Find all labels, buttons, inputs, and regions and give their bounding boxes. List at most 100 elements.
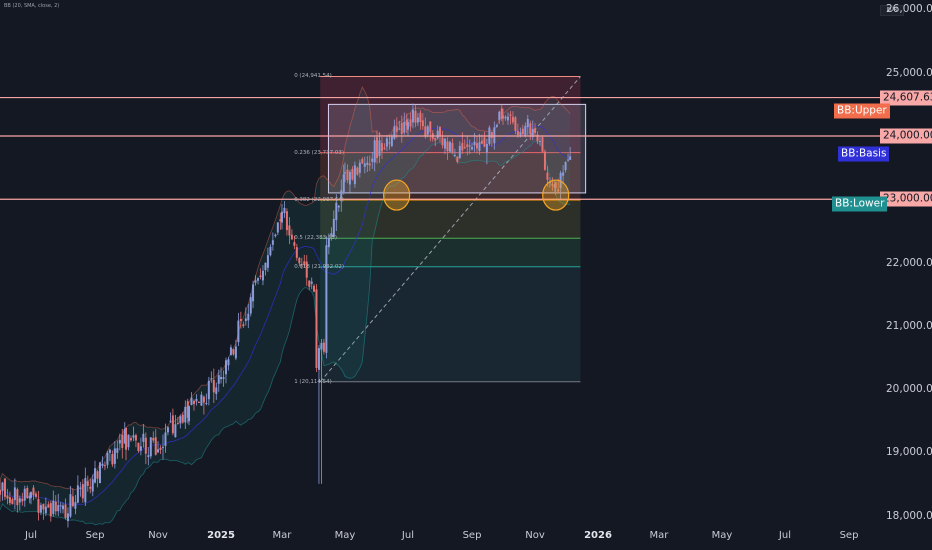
candle-body bbox=[242, 324, 245, 327]
candle-body bbox=[224, 360, 227, 375]
candle-body bbox=[186, 401, 189, 418]
candle-body bbox=[335, 202, 338, 221]
candle-body bbox=[149, 437, 152, 457]
candle-body bbox=[356, 167, 359, 175]
candle-body bbox=[466, 144, 469, 147]
candle-body bbox=[434, 138, 437, 141]
candle-body bbox=[123, 428, 126, 444]
candle-body bbox=[564, 161, 567, 171]
candle-body bbox=[132, 435, 135, 438]
candle-body bbox=[111, 454, 114, 465]
candle-body bbox=[202, 396, 205, 403]
candle-body bbox=[76, 485, 79, 503]
candle-body bbox=[81, 484, 84, 499]
candle-body bbox=[207, 380, 210, 400]
price-label-bb-basis: BB:Basis bbox=[838, 146, 890, 162]
candle-body bbox=[232, 349, 235, 355]
candle-body bbox=[536, 134, 539, 142]
y-tick-label: 18,000.00 bbox=[886, 509, 932, 522]
candle-body bbox=[371, 158, 374, 162]
candle-body bbox=[448, 141, 451, 152]
candle-body bbox=[439, 127, 441, 137]
candle-body bbox=[317, 348, 320, 370]
candle-body bbox=[274, 234, 277, 237]
candle-body bbox=[169, 420, 172, 422]
candle-body bbox=[210, 378, 213, 380]
candle-body bbox=[39, 505, 42, 513]
candle-body bbox=[266, 255, 269, 268]
candle-body bbox=[34, 493, 37, 497]
candle-body bbox=[495, 125, 498, 127]
candle-body bbox=[44, 506, 47, 514]
price-label-level-23000: 23,000.00 bbox=[880, 191, 932, 207]
candle-body bbox=[424, 126, 427, 137]
x-tick-label: Nov bbox=[525, 530, 545, 541]
candle-body bbox=[261, 270, 264, 281]
candle-body bbox=[368, 163, 371, 166]
candle-body bbox=[21, 498, 24, 502]
candle-body bbox=[108, 449, 111, 453]
candle-body bbox=[86, 481, 89, 486]
candle-body bbox=[113, 448, 116, 464]
fib-level-label: 1 (20,114.54) bbox=[294, 378, 332, 385]
candle-body bbox=[312, 285, 315, 292]
candle-body bbox=[249, 297, 252, 314]
candle-body bbox=[154, 437, 157, 455]
candle-body bbox=[337, 205, 340, 208]
candle-body bbox=[257, 278, 260, 281]
candle-body bbox=[478, 142, 481, 151]
currency-box[interactable]: EUR bbox=[880, 5, 904, 16]
candle-body bbox=[308, 280, 311, 287]
candle-body bbox=[137, 442, 140, 451]
candle-body bbox=[353, 165, 356, 185]
y-tick-label: 25,000.00 bbox=[886, 66, 932, 79]
price-label-bb-lower: BB:Lower bbox=[832, 196, 888, 212]
candle-body bbox=[409, 119, 412, 127]
bb-fill bbox=[0, 87, 571, 525]
candle-body bbox=[554, 182, 557, 189]
candle-body bbox=[446, 141, 449, 152]
candle-body bbox=[303, 261, 306, 266]
candle-body bbox=[551, 184, 554, 186]
x-tick-label: Jul bbox=[778, 530, 792, 541]
x-tick-label: May bbox=[334, 530, 356, 541]
candle-body bbox=[147, 455, 150, 457]
candle-body bbox=[461, 143, 464, 151]
candle-body bbox=[500, 108, 503, 119]
candle-body bbox=[543, 151, 546, 170]
candle-body bbox=[234, 346, 237, 359]
candle-body bbox=[52, 500, 55, 515]
candle-body bbox=[548, 181, 551, 184]
candle-body bbox=[305, 261, 308, 278]
candle-body bbox=[456, 156, 459, 162]
candle-body bbox=[366, 162, 369, 165]
candle-body bbox=[129, 438, 132, 441]
candle-body bbox=[215, 387, 218, 394]
candle-body bbox=[473, 141, 476, 146]
candle-body bbox=[468, 145, 471, 147]
candle-body bbox=[161, 446, 164, 448]
candle-body bbox=[310, 281, 313, 284]
candle-body bbox=[252, 284, 255, 302]
candle-body bbox=[546, 172, 549, 180]
candle-body bbox=[59, 505, 62, 507]
candle-body bbox=[426, 126, 429, 135]
candle-body bbox=[504, 116, 507, 119]
candle-body bbox=[96, 471, 99, 479]
candle-body bbox=[54, 501, 57, 512]
candle-body bbox=[37, 499, 40, 513]
candle-body bbox=[26, 488, 29, 499]
candle-body bbox=[393, 126, 396, 139]
candle-body bbox=[358, 162, 361, 173]
candle-body bbox=[400, 122, 403, 134]
candle-body bbox=[290, 234, 293, 240]
candle-body bbox=[190, 397, 193, 405]
candle-body bbox=[23, 488, 26, 501]
candle-body bbox=[506, 116, 509, 121]
candle-body bbox=[378, 140, 381, 157]
candle-body bbox=[264, 262, 267, 271]
candle-body bbox=[239, 318, 242, 321]
candle-body bbox=[91, 479, 94, 492]
